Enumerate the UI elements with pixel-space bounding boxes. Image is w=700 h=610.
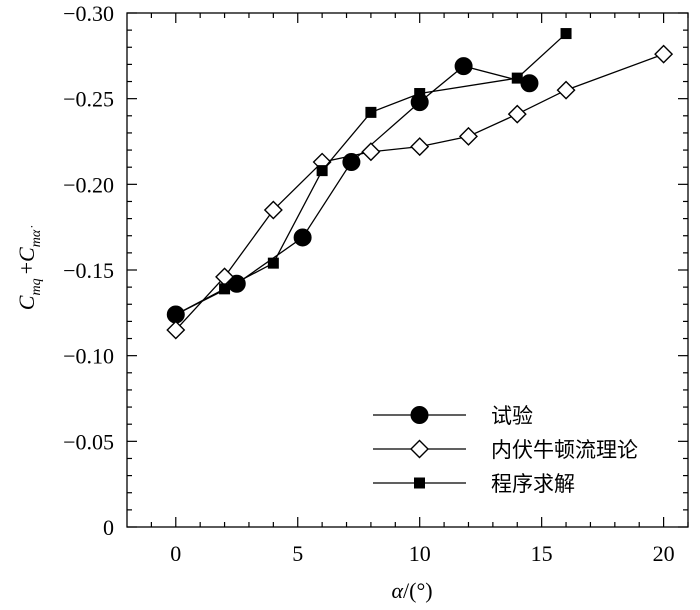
newtonian-point bbox=[166, 320, 186, 340]
series-line bbox=[175, 53, 664, 331]
y-tick-label: −0.20 bbox=[63, 172, 114, 197]
newtonian-point bbox=[507, 104, 527, 124]
series-line bbox=[175, 33, 567, 316]
test-point bbox=[454, 57, 473, 76]
program-point bbox=[365, 106, 377, 118]
program-point bbox=[414, 88, 426, 100]
program-point bbox=[219, 283, 231, 295]
legend-label: 试验 bbox=[491, 404, 533, 428]
test-point bbox=[293, 228, 312, 247]
y-tick-label: −0.15 bbox=[63, 258, 114, 283]
program-point bbox=[316, 165, 328, 177]
series-1 bbox=[166, 44, 674, 340]
y-tick-label: −0.25 bbox=[63, 87, 114, 112]
test-point bbox=[520, 74, 539, 93]
program-point bbox=[511, 72, 523, 84]
newtonian-point bbox=[263, 200, 283, 220]
program-point bbox=[267, 257, 279, 269]
program-point bbox=[560, 28, 572, 40]
newtonian-point bbox=[458, 126, 478, 146]
newtonian-point bbox=[654, 44, 674, 64]
x-tick-label: 15 bbox=[531, 541, 553, 566]
x-tick-label: 10 bbox=[409, 541, 431, 566]
y-tick-label: −0.10 bbox=[63, 344, 114, 369]
x-tick-label: 0 bbox=[170, 541, 181, 566]
x-tick-label: 5 bbox=[292, 541, 303, 566]
x-axis-title: α/(°) bbox=[391, 578, 432, 603]
test-point bbox=[342, 153, 361, 172]
legend-label: 内伏牛顿流理论 bbox=[491, 438, 638, 462]
legend-marker bbox=[410, 406, 429, 424]
newtonian-point bbox=[556, 80, 576, 100]
legend-marker bbox=[414, 477, 425, 489]
y-tick-label: −0.05 bbox=[63, 429, 114, 454]
program-point bbox=[170, 309, 182, 321]
legend-marker bbox=[410, 439, 429, 459]
newtonian-point bbox=[410, 137, 430, 157]
newtonian-point bbox=[361, 142, 381, 162]
legend-label: 程序求解 bbox=[491, 472, 575, 496]
y-axis-title: Cmq+Cmα̇ bbox=[14, 226, 44, 310]
series-2 bbox=[170, 28, 572, 321]
y-tick-label: 0 bbox=[103, 515, 114, 540]
x-tick-label: 20 bbox=[653, 541, 675, 566]
y-tick-label: −0.30 bbox=[63, 1, 114, 26]
